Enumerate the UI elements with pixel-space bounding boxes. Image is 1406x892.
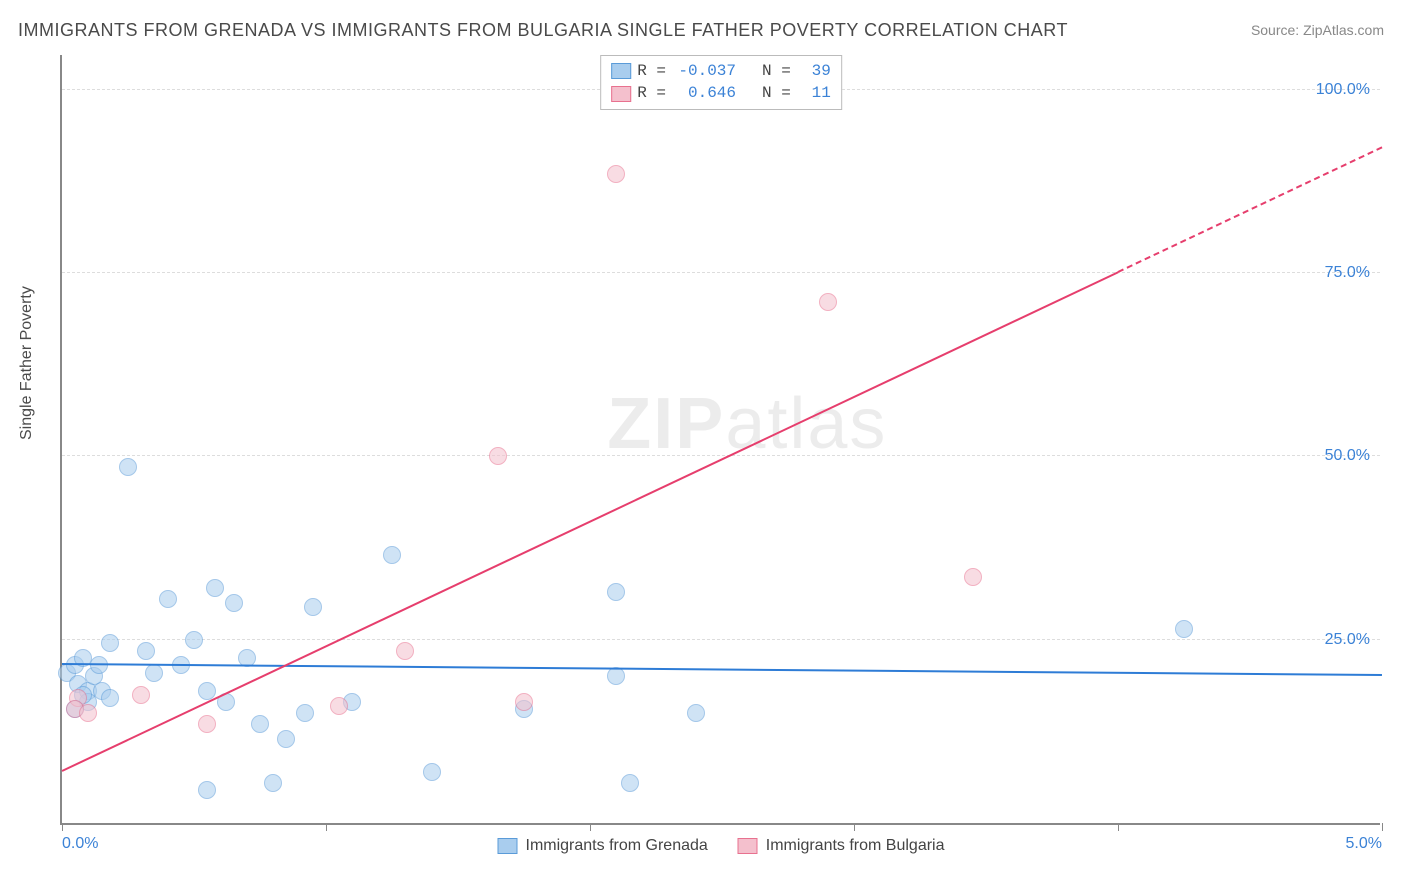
data-point bbox=[185, 631, 203, 649]
data-point bbox=[819, 293, 837, 311]
ytick-label: 75.0% bbox=[1325, 264, 1370, 282]
xtick bbox=[854, 823, 855, 831]
legend-item: Immigrants from Bulgaria bbox=[738, 837, 945, 855]
data-point bbox=[159, 590, 177, 608]
data-point bbox=[277, 730, 295, 748]
xtick-label: 5.0% bbox=[1346, 835, 1382, 853]
legend-label: Immigrants from Bulgaria bbox=[766, 837, 945, 855]
xtick bbox=[590, 823, 591, 831]
stat-r-value: -0.037 bbox=[672, 60, 736, 82]
data-point bbox=[607, 667, 625, 685]
stats-legend: R = -0.037 N = 39 R = 0.646 N = 11 bbox=[600, 55, 842, 110]
data-point bbox=[396, 642, 414, 660]
stat-n-label: N = bbox=[762, 82, 791, 104]
data-point bbox=[607, 165, 625, 183]
data-point bbox=[251, 715, 269, 733]
series-legend: Immigrants from Grenada Immigrants from B… bbox=[498, 837, 945, 855]
ytick-label: 100.0% bbox=[1316, 81, 1370, 99]
stat-n-value: 39 bbox=[797, 60, 831, 82]
data-point bbox=[383, 546, 401, 564]
data-point bbox=[964, 568, 982, 586]
chart-title: IMMIGRANTS FROM GRENADA VS IMMIGRANTS FR… bbox=[18, 20, 1068, 41]
xtick-label: 0.0% bbox=[62, 835, 98, 853]
gridline bbox=[62, 455, 1380, 456]
data-point bbox=[101, 689, 119, 707]
trendline bbox=[62, 271, 1119, 771]
data-point bbox=[206, 579, 224, 597]
legend-item: Immigrants from Grenada bbox=[498, 837, 708, 855]
legend-label: Immigrants from Grenada bbox=[526, 837, 708, 855]
y-axis-label: Single Father Poverty bbox=[18, 286, 36, 440]
stat-n-value: 11 bbox=[797, 82, 831, 104]
data-point bbox=[198, 715, 216, 733]
xtick bbox=[1118, 823, 1119, 831]
data-point bbox=[119, 458, 137, 476]
xtick bbox=[1382, 823, 1383, 831]
stat-r-label: R = bbox=[637, 60, 666, 82]
xtick bbox=[326, 823, 327, 831]
data-point bbox=[423, 763, 441, 781]
data-point bbox=[198, 781, 216, 799]
data-point bbox=[225, 594, 243, 612]
data-point bbox=[489, 447, 507, 465]
data-point bbox=[137, 642, 155, 660]
data-point bbox=[1175, 620, 1193, 638]
ytick-label: 25.0% bbox=[1325, 631, 1370, 649]
data-point bbox=[687, 704, 705, 722]
stats-row: R = 0.646 N = 11 bbox=[611, 82, 831, 104]
data-point bbox=[607, 583, 625, 601]
legend-swatch bbox=[738, 838, 758, 854]
stat-n-label: N = bbox=[762, 60, 791, 82]
data-point bbox=[101, 634, 119, 652]
data-point bbox=[132, 686, 150, 704]
data-point bbox=[264, 774, 282, 792]
gridline bbox=[62, 272, 1380, 273]
trendline bbox=[1118, 146, 1383, 272]
xtick bbox=[62, 823, 63, 831]
data-point bbox=[145, 664, 163, 682]
legend-swatch bbox=[498, 838, 518, 854]
data-point bbox=[330, 697, 348, 715]
ytick-label: 50.0% bbox=[1325, 447, 1370, 465]
stat-r-label: R = bbox=[637, 82, 666, 104]
data-point bbox=[304, 598, 322, 616]
watermark: ZIPatlas bbox=[607, 383, 887, 465]
trendline bbox=[62, 663, 1382, 676]
stats-row: R = -0.037 N = 39 bbox=[611, 60, 831, 82]
data-point bbox=[515, 693, 533, 711]
gridline bbox=[62, 639, 1380, 640]
plot-area: ZIPatlas R =-0.037N =39R =0.646N =11 Imm… bbox=[60, 55, 1380, 825]
stat-r-value: 0.646 bbox=[672, 82, 736, 104]
source-attribution: Source: ZipAtlas.com bbox=[1251, 22, 1384, 38]
data-point bbox=[621, 774, 639, 792]
data-point bbox=[79, 704, 97, 722]
legend-swatch bbox=[611, 86, 631, 102]
data-point bbox=[296, 704, 314, 722]
legend-swatch bbox=[611, 63, 631, 79]
